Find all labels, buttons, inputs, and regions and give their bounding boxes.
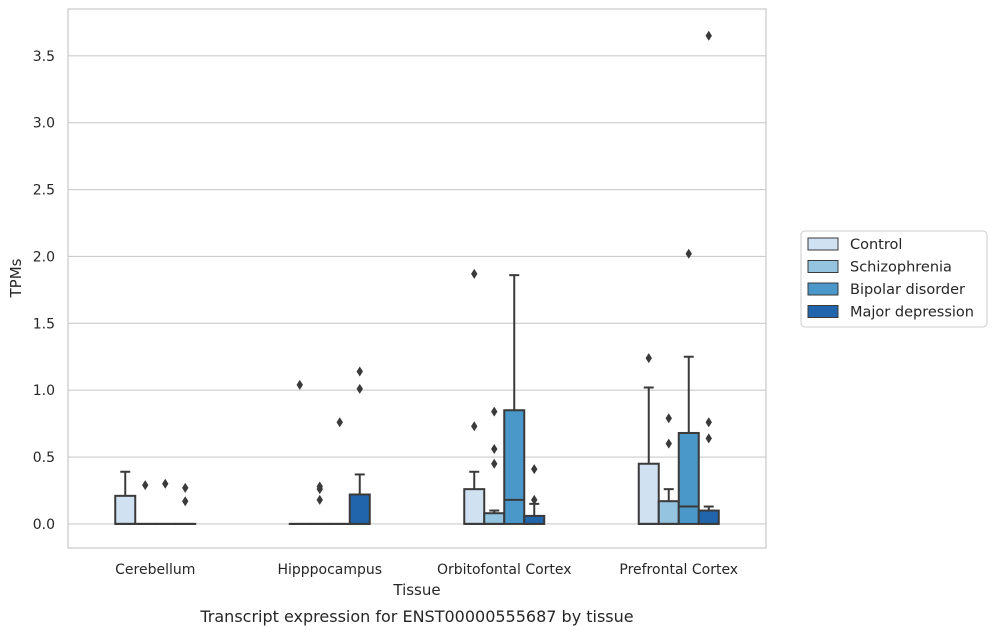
outlier-point xyxy=(685,248,692,259)
box xyxy=(288,379,311,525)
legend-label: Bipolar disorder xyxy=(850,282,965,298)
x-tick-labels: Cerebellum Hipppocampus Orbitofontal Corte… xyxy=(115,562,738,578)
outlier-point xyxy=(336,417,343,428)
box-series xyxy=(114,30,720,525)
series-bipolar-disorder xyxy=(154,248,700,525)
outlier-point xyxy=(356,383,363,394)
box-body xyxy=(348,493,371,525)
box-body xyxy=(523,514,546,525)
series-major-depression xyxy=(174,30,720,525)
outlier-point xyxy=(296,379,303,390)
outlier-point xyxy=(182,482,189,493)
box-body xyxy=(637,462,660,525)
outlier-point xyxy=(316,481,323,492)
series-schizophrenia xyxy=(134,406,680,525)
box-body xyxy=(657,500,680,525)
x-axis-label: Tissue xyxy=(392,581,440,599)
outlier-point xyxy=(182,496,189,507)
outlier-point xyxy=(665,438,672,449)
chart-caption: Transcript expression for ENST0000055568… xyxy=(199,607,633,626)
box xyxy=(637,353,660,525)
y-tick-label: 2.0 xyxy=(33,249,55,265)
y-tick-label: 2.5 xyxy=(33,183,55,199)
box xyxy=(503,274,526,525)
box xyxy=(308,481,331,525)
box xyxy=(154,478,177,525)
outlier-point xyxy=(645,353,652,364)
legend-swatch xyxy=(807,282,839,296)
outlier-point xyxy=(471,421,478,432)
legend-label: Major depression xyxy=(850,305,974,321)
outlier-point xyxy=(531,464,538,475)
legend-frame xyxy=(800,230,988,328)
outlier-point xyxy=(316,494,323,505)
box xyxy=(657,413,680,525)
box xyxy=(523,464,546,525)
y-axis-label: TPMs xyxy=(7,258,25,298)
box xyxy=(174,482,197,525)
outlier-point xyxy=(665,413,672,424)
outlier-point xyxy=(491,444,498,455)
outlier-point xyxy=(705,417,712,428)
outlier-point xyxy=(471,268,478,279)
box-body xyxy=(463,488,486,525)
outlier-point xyxy=(705,30,712,41)
x-tick-label: Orbitofontal Cortex xyxy=(437,562,572,578)
legend-label: Schizophrenia xyxy=(850,260,952,276)
legend-label: Control xyxy=(850,237,902,253)
legend-swatch xyxy=(807,305,839,318)
y-tick-label: 3.0 xyxy=(33,116,55,132)
legend: Control Schizophrenia Bipolar disorder Majo… xyxy=(800,230,988,328)
box xyxy=(677,248,700,525)
x-tick-label: Hipppocampus xyxy=(277,562,382,578)
x-tick-label: Cerebellum xyxy=(115,562,195,578)
outlier-point xyxy=(491,406,498,417)
y-tick-label: 1.0 xyxy=(33,383,55,399)
outlier-point xyxy=(142,480,149,491)
box-body xyxy=(503,409,526,525)
box xyxy=(348,366,371,525)
box xyxy=(134,480,157,525)
box-body xyxy=(697,509,720,525)
legend-swatch xyxy=(807,260,839,273)
box-body xyxy=(114,494,137,525)
y-tick-label: 0.0 xyxy=(33,517,55,533)
y-tick-label: 0.5 xyxy=(33,450,55,466)
outlier-point xyxy=(162,478,169,489)
box-body xyxy=(483,512,506,525)
outlier-point xyxy=(356,366,363,377)
y-tick-label: 1.5 xyxy=(33,316,55,332)
plot-frame xyxy=(67,8,767,549)
box xyxy=(697,30,720,525)
outlier-point xyxy=(705,433,712,444)
box xyxy=(328,417,351,525)
y-tick-labels: 0.0 0.5 1.0 1.5 2.0 2.5 3.0 3.5 xyxy=(33,49,55,533)
series-control xyxy=(114,268,660,525)
box xyxy=(463,268,486,525)
outlier-point xyxy=(491,458,498,469)
legend-swatch xyxy=(807,237,839,251)
box-body xyxy=(677,431,700,525)
box xyxy=(114,470,137,525)
box xyxy=(483,406,506,525)
x-tick-label: Prefrontal Cortex xyxy=(619,562,738,578)
gridlines xyxy=(68,55,766,525)
y-tick-label: 3.5 xyxy=(33,49,55,65)
outlier-point xyxy=(531,494,538,505)
